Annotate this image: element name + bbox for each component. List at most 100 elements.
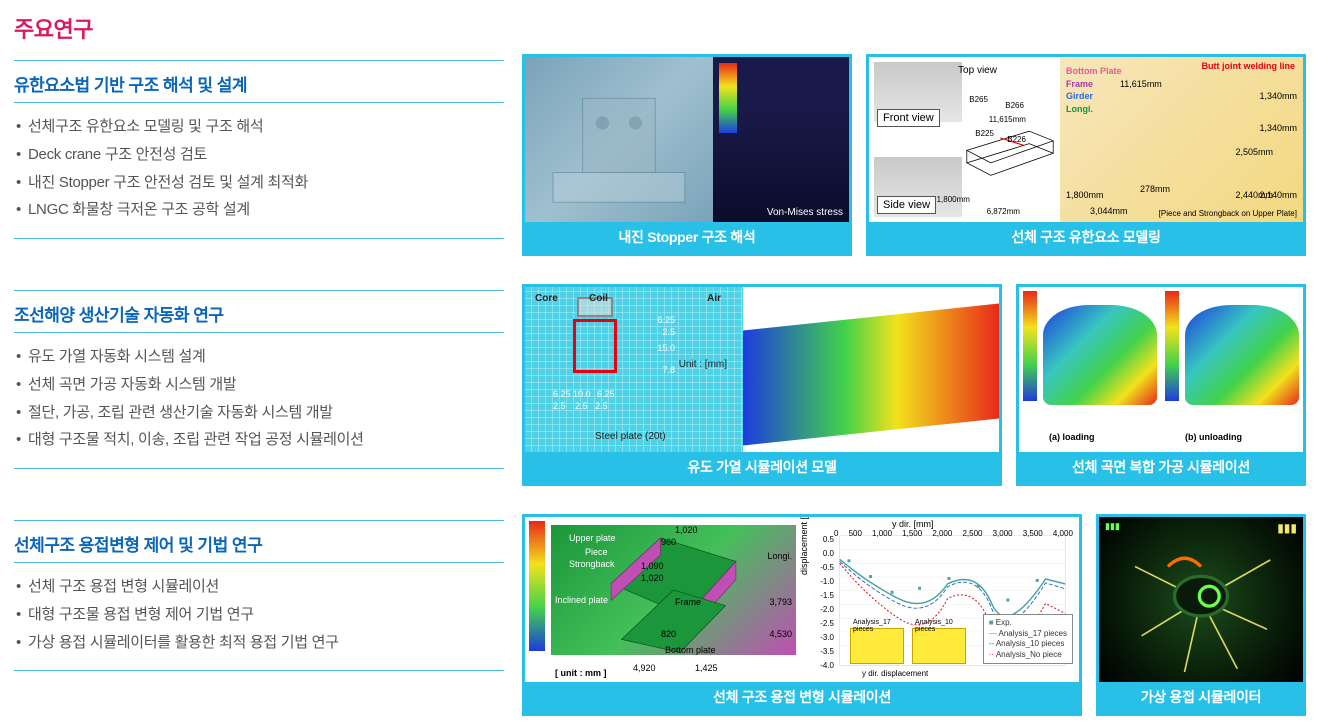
x1: 500 <box>849 529 862 538</box>
y5: -2.0 <box>820 605 834 614</box>
legend-bottom-plate: Bottom Plate <box>1066 65 1122 78</box>
d2: 960 <box>661 537 676 547</box>
figure-stopper-caption: 내진 Stopper 구조 해석 <box>525 222 849 253</box>
x6: 3,000 <box>993 529 1013 538</box>
d6: 4,920 <box>633 663 656 673</box>
legend-a17: — Analysis_17 pieces <box>989 629 1067 639</box>
x7: 3,500 <box>1023 529 1043 538</box>
figure-hull-fem-caption: 선체 구조 유한요소 모델링 <box>869 222 1303 253</box>
core-label: Core <box>535 293 558 304</box>
d9: 3,793 <box>769 597 792 607</box>
v3: 15.0 <box>658 343 676 353</box>
dim-d7: 278mm <box>1140 184 1170 194</box>
strongback-label: Strongback <box>569 559 615 569</box>
piece-label: Piece <box>585 547 608 557</box>
section-2: 조선해양 생산기술 자동화 연구 유도 가열 자동화 시스템 설계 선체 곡면 … <box>14 284 1328 486</box>
x0: 0 <box>834 529 838 538</box>
figure-curved-image: (a) loading (b) unloading <box>1019 287 1303 452</box>
x5: 2,500 <box>962 529 982 538</box>
upper-plate-note: [Piece and Strongback on Upper Plate] <box>1159 209 1297 218</box>
front-view-label: Front view <box>877 109 940 127</box>
legend-longi: Longi. <box>1066 103 1122 116</box>
divider <box>14 670 504 671</box>
dim-11615: 11,615mm <box>989 115 1026 124</box>
x2: 1,000 <box>872 529 892 538</box>
divider <box>14 102 504 103</box>
section-1-figures: Von-Mises stress 내진 Stopper 구조 해석 Front … <box>522 54 1328 256</box>
v8: 2.5 <box>553 401 566 411</box>
d4: 1,020 <box>641 573 664 583</box>
dim-1800: 1,800mm <box>937 195 970 204</box>
x3: 1,500 <box>902 529 922 538</box>
bullet-item: 대형 구조물 용접 변형 제어 기법 연구 <box>16 601 504 629</box>
dim-d1: 11,615mm <box>1120 79 1162 89</box>
figure-weld-sim-caption: 선체 구조 용접 변형 시뮬레이션 <box>525 682 1079 713</box>
an17-label: Analysis_17 pieces <box>853 619 903 633</box>
bullet-item: Deck crane 구조 안전성 검토 <box>16 141 504 169</box>
figure-weld-sim-image: Upper plate Piece Strongback Inclined pl… <box>525 517 1079 682</box>
bullet-item: 선체구조 유한요소 모델링 및 구조 해석 <box>16 113 504 141</box>
b265-label: B265 <box>969 95 988 104</box>
y0: 0.5 <box>820 535 834 544</box>
figure-hull-fem-image: Front view Side view Top view B265 B266 … <box>869 57 1303 222</box>
divider <box>14 332 504 333</box>
figure-hull-fem: Front view Side view Top view B265 B266 … <box>866 54 1306 256</box>
v10: 2.5 <box>595 401 608 411</box>
an10-label: Analysis_10 pieces <box>915 619 965 633</box>
bullet-item: 선체 구조 용접 변형 시뮬레이션 <box>16 573 504 601</box>
longi-label: Longi. <box>767 551 792 561</box>
b226-label: B226 <box>1007 135 1026 144</box>
section-2-subtitle: 조선해양 생산기술 자동화 연구 <box>14 301 504 326</box>
divider <box>14 290 504 291</box>
divider <box>14 238 504 239</box>
figure-induction-image: Core Coil Air Unit : [mm] Steel plate (2… <box>525 287 999 452</box>
figure-stopper-image: Von-Mises stress <box>525 57 849 222</box>
figure-induction: Core Coil Air Unit : [mm] Steel plate (2… <box>522 284 1002 486</box>
dim-6872: 6,872mm <box>987 207 1020 216</box>
y9: -4.0 <box>820 661 834 670</box>
figure-vr-weld-image: ▮▮▮ ▮▮▮ <box>1099 517 1303 682</box>
upper-plate-label: Upper plate <box>569 533 616 543</box>
dim-d2: 1,340mm <box>1259 91 1297 101</box>
figure-induction-caption: 유도 가열 시뮬레이션 모델 <box>525 452 999 483</box>
section-3-bullets: 선체 구조 용접 변형 시뮬레이션 대형 구조물 용접 변형 제어 기법 연구 … <box>14 573 504 656</box>
section-1-subtitle: 유한요소법 기반 구조 해석 및 설계 <box>14 71 504 96</box>
bullet-item: LNGC 화물창 극저온 구조 공학 설계 <box>16 196 504 224</box>
figure-vr-weld: ▮▮▮ ▮▮▮ 가상 용접 시뮬레이터 <box>1096 514 1306 716</box>
v1: 6.25 <box>658 315 676 325</box>
figure-curved: (a) loading (b) unloading 선체 곡면 복합 가공 시뮬… <box>1016 284 1306 486</box>
v9: 2.5 <box>575 401 588 411</box>
top-view-label: Top view <box>953 63 1002 78</box>
y7: -3.0 <box>820 633 834 642</box>
section-3-text: 선체구조 용접변형 제어 및 기법 연구 선체 구조 용접 변형 시뮬레이션 대… <box>14 514 504 716</box>
x4: 2,000 <box>932 529 952 538</box>
v6: 10.0 <box>573 389 591 399</box>
side-view-label: Side view <box>877 196 936 214</box>
d1: 1,020 <box>675 525 698 535</box>
bullet-item: 절단, 가공, 조립 관련 생산기술 자동화 시스템 개발 <box>16 399 504 427</box>
divider <box>14 520 504 521</box>
bullet-item: 선체 곡면 가공 자동화 시스템 개발 <box>16 371 504 399</box>
inclined-label: Inclined plate <box>555 595 608 605</box>
ylabel: displacement [mm] <box>799 517 809 575</box>
page-title: 주요연구 <box>14 12 1328 44</box>
section-1: 유한요소법 기반 구조 해석 및 설계 선체구조 유한요소 모델링 및 구조 해… <box>14 54 1328 256</box>
legend-girder: Girder <box>1066 90 1122 103</box>
b266-label: B266 <box>1005 101 1024 110</box>
bullet-item: 유도 가열 자동화 시스템 설계 <box>16 343 504 371</box>
unit-label: Unit : [mm] <box>679 359 727 370</box>
divider <box>14 468 504 469</box>
b225-label: B225 <box>975 129 994 138</box>
v5: 6.25 <box>553 389 571 399</box>
figure-weld-sim: Upper plate Piece Strongback Inclined pl… <box>522 514 1082 716</box>
dim-d9: 1,800mm <box>1066 190 1104 200</box>
d3: 1,090 <box>641 561 664 571</box>
y8: -3.5 <box>820 647 834 656</box>
loading-label: (a) loading <box>1049 432 1095 442</box>
coil-label: Coil <box>589 293 608 304</box>
y3: -1.0 <box>820 577 834 586</box>
steel-label: Steel plate (20t) <box>595 431 666 442</box>
dim-d4: 2,505mm <box>1235 147 1273 157</box>
section-2-bullets: 유도 가열 자동화 시스템 설계 선체 곡면 가공 자동화 시스템 개발 절단,… <box>14 343 504 454</box>
air-label: Air <box>707 293 721 304</box>
